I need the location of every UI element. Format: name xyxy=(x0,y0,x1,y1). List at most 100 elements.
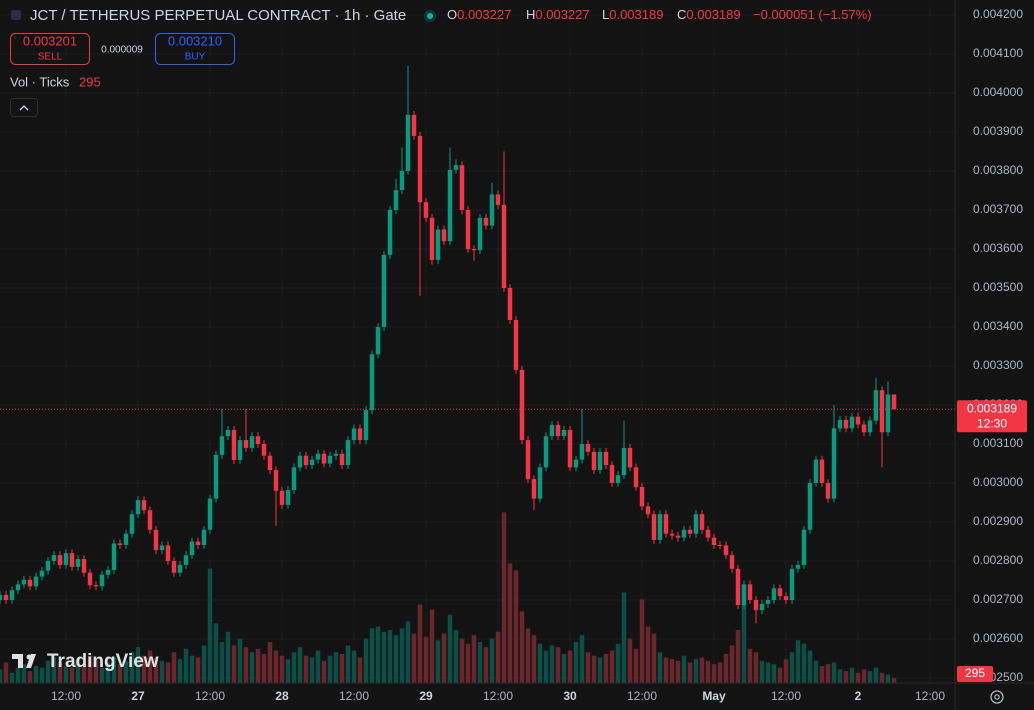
candle-body xyxy=(591,451,597,471)
volume-bar xyxy=(483,647,489,683)
volume-bar xyxy=(801,643,807,683)
volume-bar xyxy=(699,657,705,683)
volume-bar xyxy=(849,667,855,683)
candle-body xyxy=(849,416,855,429)
volume-bar xyxy=(285,659,291,683)
x-tick-label: 12:00 xyxy=(627,689,657,703)
collapse-icon xyxy=(19,105,29,111)
volume-bar xyxy=(591,655,597,683)
candle-body xyxy=(519,369,525,441)
volume-bar xyxy=(375,626,381,683)
volume-bar xyxy=(297,647,303,683)
candle-body xyxy=(21,579,27,585)
candle-body xyxy=(441,229,447,242)
volume-bar xyxy=(813,660,819,683)
volume-bar xyxy=(453,630,459,683)
volume-bar xyxy=(177,659,183,683)
volume-bar xyxy=(585,652,591,683)
volume-bar xyxy=(837,669,843,683)
volume-bar xyxy=(573,642,579,683)
volume-bar xyxy=(39,667,45,683)
y-tick-label: 0.004200 xyxy=(973,7,1023,21)
candle-body xyxy=(369,354,375,411)
volume-bar xyxy=(513,570,519,683)
volume-bar xyxy=(711,664,717,683)
candle-body xyxy=(447,169,453,242)
x-tick-label: 2 xyxy=(855,689,862,703)
volume-bar xyxy=(507,563,513,683)
volume-bar xyxy=(423,636,429,683)
volume-bar xyxy=(789,652,795,683)
candle-body xyxy=(459,165,465,210)
candle-body xyxy=(279,490,285,505)
candle-body xyxy=(3,594,9,600)
volume-bar xyxy=(747,648,753,683)
ohlc-value: 0.003227 xyxy=(457,7,511,22)
indicator-name[interactable]: Vol · Ticks xyxy=(10,74,70,89)
candle-body xyxy=(411,114,417,136)
candle-body xyxy=(741,584,747,606)
candle-body xyxy=(51,555,57,561)
candle-body xyxy=(597,451,603,471)
candle-body xyxy=(729,555,735,569)
candle-body xyxy=(171,561,177,573)
volume-bar xyxy=(309,657,315,683)
candle-body xyxy=(435,229,441,260)
volume-bar xyxy=(867,671,873,683)
candle-body xyxy=(207,498,213,530)
candle-body xyxy=(423,202,429,218)
sell-button[interactable] xyxy=(10,33,90,65)
candle-body xyxy=(321,453,327,464)
candle-body xyxy=(651,514,657,540)
candle-body xyxy=(453,165,459,170)
x-tick-label: 30 xyxy=(563,689,577,703)
logo-dot xyxy=(26,654,32,660)
volume-bar xyxy=(633,648,639,683)
volume-bar xyxy=(339,653,345,683)
candle-body xyxy=(561,429,567,437)
volume-bar xyxy=(225,631,231,683)
volume-bar xyxy=(93,660,99,683)
volume-bar xyxy=(735,630,741,683)
x-tick-label: 27 xyxy=(131,689,145,703)
candle-body xyxy=(795,564,801,569)
ohlc-key: L xyxy=(602,7,609,22)
x-tick-label: May xyxy=(702,689,726,703)
candle-body xyxy=(621,447,627,476)
volume-bar xyxy=(249,652,255,683)
volume-bar xyxy=(555,647,561,683)
volume-bar xyxy=(333,652,339,683)
candle-body xyxy=(579,444,585,460)
y-tick-label: 0.003100 xyxy=(973,436,1023,450)
volume-bar xyxy=(417,604,423,683)
volume-bar xyxy=(201,645,207,683)
volume-bar xyxy=(363,638,369,683)
volume-bar xyxy=(651,633,657,683)
collapse-button[interactable] xyxy=(10,98,38,117)
candle-body xyxy=(813,459,819,483)
candle-body xyxy=(633,467,639,487)
volume-bar xyxy=(75,659,81,683)
volume-bar xyxy=(537,643,543,683)
ohlc-key: H xyxy=(526,7,535,22)
volume-bar xyxy=(441,633,447,683)
volume-bar xyxy=(393,635,399,683)
candle-body xyxy=(417,135,423,203)
symbol-title[interactable]: JCT / TETHERUS PERPETUAL CONTRACT · 1h ·… xyxy=(30,7,406,24)
x-tick-label: 12:00 xyxy=(771,689,801,703)
candle-body xyxy=(9,590,15,600)
candle-body xyxy=(165,545,171,561)
volume-bar xyxy=(639,599,645,683)
buy-button[interactable] xyxy=(155,33,235,65)
x-tick-label: 12:00 xyxy=(339,689,369,703)
candle-body xyxy=(45,561,51,571)
settings-icon[interactable] xyxy=(990,690,1004,704)
candle-body xyxy=(87,572,93,586)
candle-body xyxy=(663,514,669,534)
candle-body xyxy=(429,217,435,260)
candle-body xyxy=(627,447,633,468)
candle-body xyxy=(825,483,831,499)
candle-body xyxy=(153,529,159,551)
volume-bar xyxy=(0,669,3,683)
y-tick-label: 0.002600 xyxy=(973,631,1023,645)
